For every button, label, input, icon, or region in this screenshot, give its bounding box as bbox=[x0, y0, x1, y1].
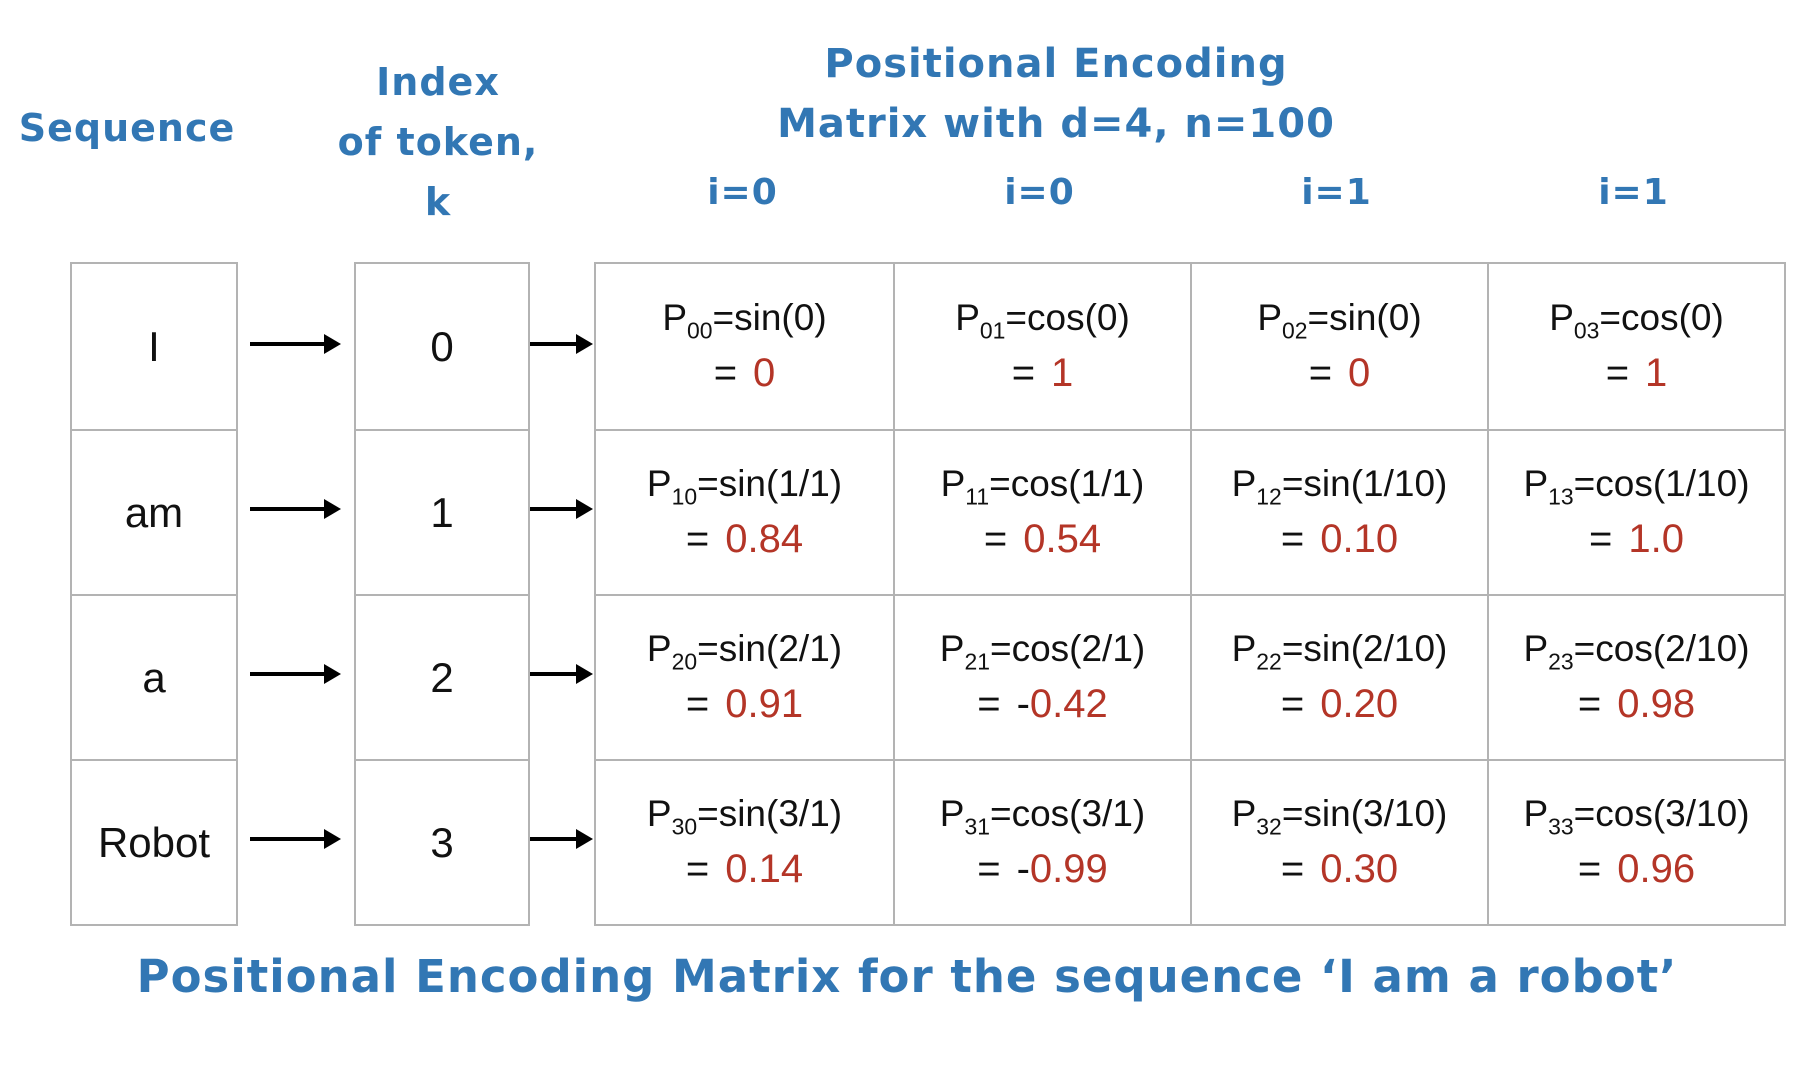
matrix-title-line1: Positional Encoding bbox=[824, 41, 1288, 87]
index-label-line3: k bbox=[424, 180, 452, 224]
arrow-index-to-matrix-2-icon bbox=[530, 672, 576, 676]
arrow-token-to-index-0-icon bbox=[250, 342, 324, 346]
matrix-cell-r3c2: P32=sin(3/10) = 0.30 bbox=[1190, 759, 1487, 924]
cell-formula: P20=sin(2/1) bbox=[646, 628, 843, 675]
cell-value: = 0 bbox=[713, 351, 776, 395]
matrix-title: Positional Encoding Matrix with d=4, n=1… bbox=[566, 34, 1546, 154]
token-index-2: 2 bbox=[356, 594, 528, 759]
matrix-cell-r3c0: P30=sin(3/1) = 0.14 bbox=[596, 759, 893, 924]
cell-value: = -0.42 bbox=[977, 682, 1108, 726]
sequence-table: I am a Robot bbox=[70, 262, 238, 926]
cell-value: = 1 bbox=[1605, 351, 1668, 395]
matrix-cell-r3c3: P33=cos(3/10) = 0.96 bbox=[1487, 759, 1784, 924]
matrix-cell-r1c3: P13=cos(1/10) = 1.0 bbox=[1487, 429, 1784, 594]
cell-value: = -0.99 bbox=[977, 847, 1108, 891]
arrow-token-to-index-2-icon bbox=[250, 672, 324, 676]
cell-formula: P22=sin(2/10) bbox=[1231, 628, 1448, 675]
column-header-i1-a: i=1 bbox=[1301, 172, 1372, 213]
cell-value: = 0.91 bbox=[685, 682, 804, 726]
matrix-cell-r1c2: P12=sin(1/10) = 0.10 bbox=[1190, 429, 1487, 594]
cell-value: = 0.10 bbox=[1280, 517, 1399, 561]
matrix-cell-r1c1: P11=cos(1/1) = 0.54 bbox=[893, 429, 1190, 594]
cell-value: = 0.84 bbox=[685, 517, 804, 561]
cell-value: = 1.0 bbox=[1589, 517, 1684, 561]
index-label-line1: Index bbox=[376, 60, 500, 104]
matrix-cell-r1c0: P10=sin(1/1) = 0.84 bbox=[596, 429, 893, 594]
matrix-cell-r2c1: P21=cos(2/1) = -0.42 bbox=[893, 594, 1190, 759]
token-index-3: 3 bbox=[356, 759, 528, 924]
token-index-0: 0 bbox=[430, 322, 454, 370]
cell-formula: P21=cos(2/1) bbox=[939, 628, 1146, 675]
column-header-i0-b: i=0 bbox=[1004, 172, 1075, 213]
cell-value: = 0.54 bbox=[983, 517, 1102, 561]
cell-formula: P13=cos(1/10) bbox=[1523, 463, 1750, 510]
arrow-token-to-index-1-icon bbox=[250, 507, 324, 511]
cell-value: = 1 bbox=[1011, 351, 1074, 395]
matrix-cell-r0c1: P01=cos(0) = 1 bbox=[893, 264, 1190, 429]
cell-value: = 0.30 bbox=[1280, 847, 1399, 891]
arrow-index-to-matrix-1-icon bbox=[530, 507, 576, 511]
arrow-token-to-index-3-icon bbox=[250, 837, 324, 841]
arrow-index-to-matrix-3-icon bbox=[530, 837, 576, 841]
cell-value: = 0 bbox=[1308, 351, 1371, 395]
cell-value: = 0.20 bbox=[1280, 682, 1399, 726]
cell-value: = 0.98 bbox=[1577, 682, 1696, 726]
cell-formula: P32=sin(3/10) bbox=[1231, 793, 1448, 840]
matrix-cell-r2c3: P23=cos(2/10) = 0.98 bbox=[1487, 594, 1784, 759]
cell-formula: P01=cos(0) bbox=[955, 297, 1130, 344]
cell-formula: P00=sin(0) bbox=[662, 297, 827, 344]
matrix-cell-r0c3: P03=cos(0) = 1 bbox=[1487, 264, 1784, 429]
sequence-token-0: I bbox=[148, 322, 160, 370]
cell-formula: P12=sin(1/10) bbox=[1231, 463, 1448, 510]
matrix-cell-r0c2: P02=sin(0) = 0 bbox=[1190, 264, 1487, 429]
sequence-column-label: Sequence bbox=[18, 106, 236, 150]
matrix-column-headers: i=0 i=0 i=1 i=1 bbox=[594, 172, 1782, 218]
figure-caption: Positional Encoding Matrix for the seque… bbox=[136, 950, 1678, 1003]
positional-encoding-matrix-table: P00=sin(0) = 0 P01=cos(0) = 1 P02=sin(0) =… bbox=[594, 262, 1786, 926]
cell-formula: P02=sin(0) bbox=[1257, 297, 1422, 344]
cell-formula: P30=sin(3/1) bbox=[646, 793, 843, 840]
cell-formula: P11=cos(1/1) bbox=[940, 463, 1145, 510]
matrix-title-line2: Matrix with d=4, n=100 bbox=[777, 101, 1335, 147]
cell-formula: P23=cos(2/10) bbox=[1523, 628, 1750, 675]
cell-value: = 0.14 bbox=[685, 847, 804, 891]
sequence-token-3: Robot bbox=[72, 759, 236, 924]
cell-formula: P33=cos(3/10) bbox=[1523, 793, 1750, 840]
column-header-i0-a: i=0 bbox=[707, 172, 778, 213]
sequence-token-2: a bbox=[72, 594, 236, 759]
matrix-cell-r0c0: P00=sin(0) = 0 bbox=[596, 264, 893, 429]
token-index-1: 1 bbox=[356, 429, 528, 594]
sequence-token-1: am bbox=[72, 429, 236, 594]
index-column-label: Index of token, k bbox=[302, 52, 574, 232]
matrix-cell-r2c2: P22=sin(2/10) = 0.20 bbox=[1190, 594, 1487, 759]
index-table: 0 1 2 3 bbox=[354, 262, 530, 926]
cell-value: = 0.96 bbox=[1577, 847, 1696, 891]
cell-formula: P10=sin(1/1) bbox=[646, 463, 843, 510]
arrow-index-to-matrix-0-icon bbox=[530, 342, 576, 346]
matrix-cell-r3c1: P31=cos(3/1) = -0.99 bbox=[893, 759, 1190, 924]
cell-formula: P31=cos(3/1) bbox=[939, 793, 1146, 840]
cell-formula: P03=cos(0) bbox=[1549, 297, 1724, 344]
column-header-i1-b: i=1 bbox=[1598, 172, 1669, 213]
index-label-line2: of token, bbox=[337, 120, 539, 164]
matrix-cell-r2c0: P20=sin(2/1) = 0.91 bbox=[596, 594, 893, 759]
